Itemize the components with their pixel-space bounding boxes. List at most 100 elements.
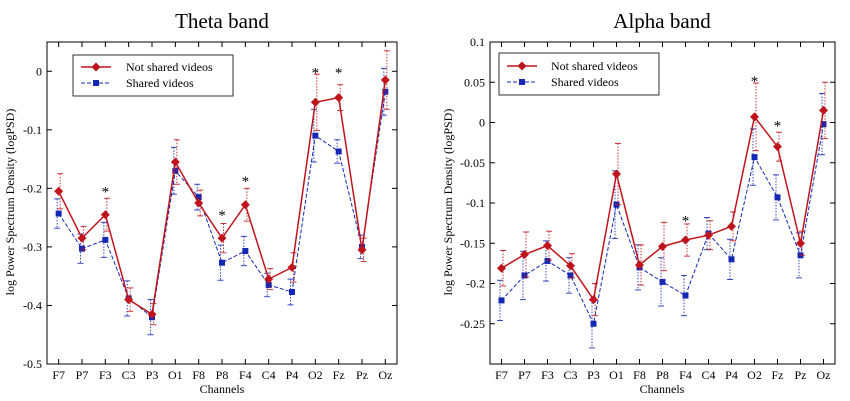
theta-significance-asterisk-o2: * bbox=[312, 66, 320, 82]
alpha-not-shared-point-f7 bbox=[497, 263, 506, 273]
theta-not-shared-point-pz bbox=[357, 245, 367, 255]
alpha-not-shared-point-p8 bbox=[658, 241, 667, 251]
alpha-x-tick-label-c3: C3 bbox=[563, 368, 577, 382]
theta-not-shared-point-p8 bbox=[217, 233, 227, 243]
alpha-not-shared-point-o1 bbox=[612, 169, 621, 179]
theta-x-tick-label-p7: P7 bbox=[76, 368, 89, 382]
alpha-x-tick-label-p3: P3 bbox=[587, 368, 600, 382]
alpha-x-tick-label-f8: F8 bbox=[633, 368, 646, 382]
theta-shared-point-p8 bbox=[219, 259, 225, 266]
alpha-shared-point-oz bbox=[820, 121, 827, 128]
theta-y-tick-labels: -0.5 -0.4 -0.3 -0.2 -0.1 0 bbox=[23, 64, 42, 371]
alpha-shared-point-c3 bbox=[567, 272, 574, 279]
alpha-x-tick-labels: F7 P7 F3 C3 P3 O1 F8 P8 F4 C4 P4 O2 Fz Pz Oz bbox=[495, 368, 830, 382]
alpha-shared-point-fz bbox=[774, 194, 781, 201]
alpha-not-shared-point-c4 bbox=[704, 230, 713, 240]
theta-x-tick-label-p4: P4 bbox=[286, 368, 299, 382]
theta-x-tick-labels: F7 P7 F3 C3 P3 O1 F8 P8 F4 C4 P4 O2 Fz Pz Oz bbox=[52, 368, 392, 382]
theta-plot-area bbox=[54, 50, 390, 336]
theta-shared-point-p7 bbox=[79, 245, 85, 252]
alpha-legend-shared-label: Shared videos bbox=[551, 75, 619, 89]
theta-significance-asterisk-f3: * bbox=[102, 184, 110, 200]
alpha-legend: Not shared videos Shared videos bbox=[498, 52, 660, 96]
theta-x-tick-label-f4: F4 bbox=[239, 368, 252, 382]
theta-significance-asterisk-f4: * bbox=[242, 174, 250, 190]
alpha-x-tick-label-o1: O1 bbox=[609, 368, 624, 382]
alpha-not-shared-point-pz bbox=[796, 238, 805, 248]
theta-y-tick-label: -0.1 bbox=[23, 123, 42, 137]
alpha-y-tick-label: -0.25 bbox=[460, 317, 485, 331]
theta-not-shared-point-o1 bbox=[170, 157, 180, 167]
theta-shared-point-c4 bbox=[265, 281, 272, 288]
theta-x-tick-label-o1: O1 bbox=[168, 368, 183, 382]
theta-not-shared-point-f7 bbox=[54, 186, 64, 196]
theta-not-shared-point-f3 bbox=[100, 210, 110, 220]
alpha-shared-series-line bbox=[501, 124, 824, 326]
theta-significance-asterisk-fz: * bbox=[335, 66, 343, 82]
alpha-x-tick-label-c4: C4 bbox=[701, 368, 715, 382]
alpha-legend-not-shared-label: Not shared videos bbox=[551, 59, 638, 73]
theta-y-tick-label: 0 bbox=[36, 64, 42, 78]
theta-y-tick-label: -0.3 bbox=[23, 240, 42, 254]
theta-shared-series-line bbox=[58, 91, 386, 319]
alpha-not-shared-point-p7 bbox=[520, 250, 529, 260]
alpha-legend-diamond-marker bbox=[517, 61, 527, 71]
theta-chart-panel: Theta band log Power Spectrum Density (l… bbox=[3, 9, 398, 396]
theta-x-tick-label-fz: Fz bbox=[333, 368, 345, 382]
alpha-shared-point-f7 bbox=[498, 297, 505, 304]
alpha-x-axis-label: Channels bbox=[640, 382, 685, 396]
alpha-not-shared-point-p4 bbox=[727, 221, 736, 231]
theta-not-shared-point-f8 bbox=[194, 198, 204, 208]
alpha-x-tick-label-f3: F3 bbox=[541, 368, 554, 382]
alpha-y-tick-label: -0.05 bbox=[460, 156, 485, 170]
theta-not-shared-point-c3 bbox=[124, 295, 134, 305]
theta-not-shared-point-c4 bbox=[264, 274, 274, 284]
alpha-chart-title: Alpha band bbox=[613, 9, 711, 33]
alpha-x-tick-label-p7: P7 bbox=[518, 368, 531, 382]
theta-x-tick-label-o2: O2 bbox=[308, 368, 323, 382]
theta-shared-point-f3 bbox=[102, 236, 109, 243]
alpha-shared-point-o2 bbox=[751, 154, 758, 161]
theta-not-shared-point-p4 bbox=[287, 262, 297, 272]
theta-x-axis-label: Channels bbox=[200, 382, 245, 396]
theta-legend: Not shared videos Shared videos bbox=[72, 54, 234, 97]
theta-x-tick-label-f7: F7 bbox=[52, 368, 65, 382]
alpha-not-shared-point-f8 bbox=[635, 260, 644, 270]
alpha-x-tick-label-f7: F7 bbox=[495, 368, 508, 382]
alpha-x-tick-label-oz: Oz bbox=[817, 368, 831, 382]
alpha-y-tick-label: 0.1 bbox=[470, 35, 485, 49]
theta-x-tick-label-p3: P3 bbox=[146, 368, 159, 382]
alpha-shared-point-p8 bbox=[659, 278, 666, 285]
alpha-significance-marks: * * * bbox=[682, 74, 782, 229]
theta-y-tick-label: -0.5 bbox=[23, 357, 42, 371]
alpha-not-shared-point-fz bbox=[773, 142, 782, 152]
theta-legend-diamond-marker bbox=[91, 62, 101, 72]
alpha-y-tick-label: -0.15 bbox=[460, 236, 485, 250]
alpha-shared-point-f3 bbox=[544, 257, 551, 264]
theta-chart-title: Theta band bbox=[175, 9, 269, 33]
theta-axis-ticks bbox=[47, 42, 397, 365]
theta-significance-marks: * * * * * bbox=[102, 66, 343, 224]
alpha-y-tick-label: 0 bbox=[479, 116, 485, 130]
theta-x-tick-label-f8: F8 bbox=[192, 368, 205, 382]
theta-y-axis-label: log Power Spectrum Density (logPSD) bbox=[3, 109, 17, 296]
alpha-y-tick-labels: -0.25 -0.2 -0.15 -0.1 -0.05 0 0.05 0.1 bbox=[460, 35, 485, 331]
alpha-not-shared-point-f3 bbox=[543, 241, 552, 251]
theta-legend-shared-label: Shared videos bbox=[126, 76, 194, 90]
alpha-chart-panel: Alpha band log Power Spectrum Density (l… bbox=[441, 9, 836, 396]
alpha-plot-frame bbox=[489, 41, 836, 365]
alpha-shared-point-p7 bbox=[521, 272, 528, 279]
alpha-x-tick-label-f4: F4 bbox=[679, 368, 692, 382]
theta-shared-point-p4 bbox=[289, 288, 295, 295]
alpha-y-tick-label: -0.1 bbox=[466, 196, 485, 210]
theta-y-tick-label: -0.2 bbox=[23, 181, 42, 195]
alpha-shared-point-f4 bbox=[682, 292, 689, 299]
theta-x-tick-label-f3: F3 bbox=[99, 368, 112, 382]
theta-not-shared-point-p7 bbox=[77, 233, 87, 243]
alpha-significance-asterisk-o2: * bbox=[751, 74, 759, 90]
theta-not-shared-point-fz bbox=[334, 93, 344, 103]
alpha-x-tick-label-fz: Fz bbox=[772, 368, 784, 382]
alpha-y-tick-label: -0.2 bbox=[466, 277, 485, 291]
theta-x-tick-label-c4: C4 bbox=[262, 368, 276, 382]
